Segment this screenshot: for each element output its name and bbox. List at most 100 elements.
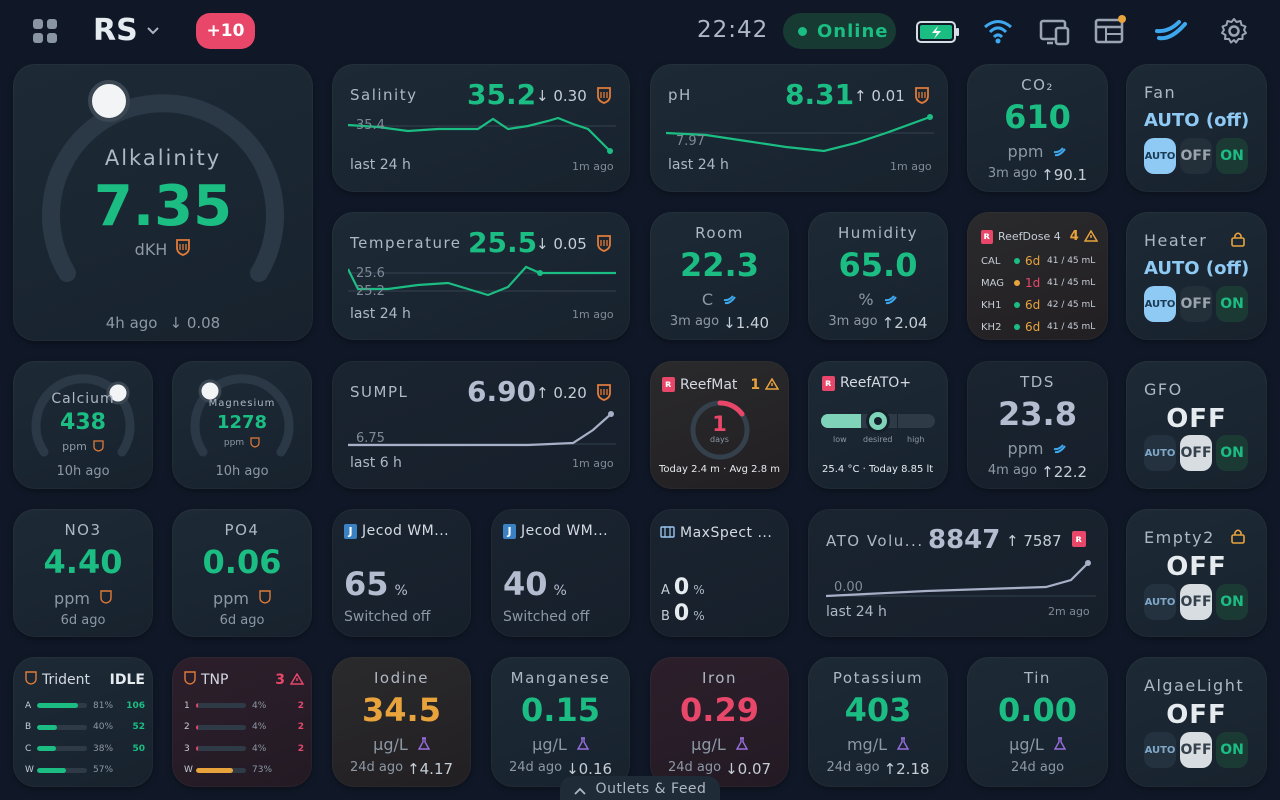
level-count: 2: [297, 700, 304, 711]
fan-on-button[interactable]: ON: [1216, 138, 1248, 174]
co2-tile[interactable]: CO₂ 610 ppm 3m ago ↑90.1: [967, 64, 1108, 192]
reefmat-tile[interactable]: ʀ ReefMat 1 1 days Today 2.4 m · Avg 2.8…: [650, 361, 789, 489]
shield-icon: [93, 437, 104, 456]
level-bar: [37, 703, 87, 709]
temperature-tile[interactable]: Temperature 25.5 ↓ 0.05 25.6 25.2 last 2…: [332, 212, 630, 340]
heater-off-button[interactable]: OFF: [1180, 286, 1212, 322]
room-unit-row: C: [650, 290, 789, 309]
algaelight-auto-button[interactable]: AUTO: [1144, 732, 1176, 768]
fan-tile[interactable]: Fan AUTO (off) AUTO OFF ON: [1126, 64, 1267, 192]
iron-tile[interactable]: Iron 0.29 µg/L 24d ago ↓0.07: [650, 657, 789, 787]
fan-off-button[interactable]: OFF: [1180, 138, 1212, 174]
reef-logo-icon: ʀ: [822, 375, 835, 391]
no3-unit-row: ppm: [13, 589, 153, 608]
iron-delta: ↓0.07: [725, 760, 772, 778]
alkalinity-unit-row: dKH: [13, 238, 313, 260]
ph-sparkline: [666, 114, 934, 153]
level-bar-fill: [37, 724, 57, 730]
tds-unit: ppm: [1007, 439, 1044, 458]
settings-gear-icon[interactable]: [1220, 17, 1248, 49]
no3-value: 4.40: [43, 543, 123, 581]
algaelight-tile[interactable]: AlgaeLight OFF AUTO OFF ON: [1126, 657, 1267, 787]
algaelight-off-button[interactable]: OFF: [1180, 732, 1212, 768]
jecod-pump-2-tile[interactable]: J Jecod WM... 40 % Switched off: [491, 509, 630, 637]
potassium-delta: ↑2.18: [883, 760, 930, 778]
devices-icon[interactable]: [1039, 18, 1071, 50]
potassium-tile[interactable]: Potassium 403 mg/L 24d ago ↑2.18: [808, 657, 948, 787]
ph-period: last 24 h: [668, 157, 729, 173]
grid-menu-icon[interactable]: [32, 18, 58, 44]
tds-unit-row: ppm: [967, 439, 1108, 458]
iodine-value: 34.5: [362, 691, 441, 729]
heater-tile[interactable]: Heater AUTO (off) AUTO OFF ON: [1126, 212, 1267, 340]
tds-delta-value: 22.2: [1053, 463, 1088, 481]
gfo-off-button[interactable]: OFF: [1180, 435, 1212, 471]
notification-badge[interactable]: +10: [196, 13, 255, 49]
fan-auto-button[interactable]: AUTO: [1144, 138, 1176, 174]
empty2-auto-button[interactable]: AUTO: [1144, 584, 1176, 620]
level-row: 3 4% 2: [184, 738, 304, 760]
empty2-off-button[interactable]: OFF: [1180, 584, 1212, 620]
tnp-tile[interactable]: TNP 3 1 4% 2 2 4% 2 3 4% 2 W 73%: [172, 657, 312, 787]
alkalinity-value: 7.35: [93, 174, 233, 239]
calcium-value: 438: [60, 410, 106, 435]
sumpl-value: 6.90: [467, 375, 537, 408]
maxspect-tile[interactable]: MaxSpect ... A 0 % B 0 %: [650, 509, 789, 637]
empty2-on-button[interactable]: ON: [1216, 584, 1248, 620]
tank-selector[interactable]: RS: [93, 13, 160, 48]
tnp-alert-count: 3: [275, 671, 285, 688]
jecod-pump-1-tile[interactable]: J Jecod WM... 65 % Switched off: [332, 509, 471, 637]
dose-amount: 41 / 45 mL: [1047, 278, 1096, 288]
calcium-tile[interactable]: Calcium 438 ppm 10h ago: [13, 361, 153, 489]
sumpl-tile[interactable]: SUMPL 6.90 ↑ 0.20 6.75 last 6 h 1m ago: [332, 361, 630, 489]
tds-ago: 4m ago: [987, 463, 1038, 478]
heater-auto-button[interactable]: AUTO: [1144, 286, 1176, 322]
reefdose-tile[interactable]: ʀ ReefDose 4 4 CAL 6d 41 / 45 mL MAG 1d …: [967, 212, 1108, 340]
gfo-auto-button[interactable]: AUTO: [1144, 435, 1176, 471]
salinity-tile[interactable]: Salinity 35.2 ↓ 0.30 35.4 last 24 h 1m a…: [332, 64, 630, 192]
gfo-tile[interactable]: GFO OFF AUTO OFF ON: [1126, 361, 1267, 489]
wifi-icon[interactable]: [983, 18, 1013, 48]
level-bar-fill: [37, 746, 56, 752]
room-tile[interactable]: Room 22.3 C 3m ago ↓1.40: [650, 212, 789, 340]
chevron-down-icon: [146, 21, 160, 40]
tds-value: 23.8: [998, 395, 1077, 433]
empty2-tile[interactable]: Empty2 OFF AUTO OFF ON: [1126, 509, 1267, 637]
sumpl-delta-value: 0.20: [553, 384, 587, 402]
manganese-tile[interactable]: Manganese 0.15 µg/L 24d ago ↓0.16: [491, 657, 630, 787]
heater-on-button[interactable]: ON: [1216, 286, 1248, 322]
status-dot-icon: [1014, 324, 1020, 330]
iodine-tile[interactable]: Iodine 34.5 µg/L 24d ago ↑4.17: [332, 657, 471, 787]
iodine-delta-value: 4.17: [419, 760, 454, 778]
maxspect-channel-b: B 0 %: [661, 601, 705, 626]
empty2-label: Empty2: [1144, 528, 1215, 547]
gfo-on-button[interactable]: ON: [1216, 435, 1248, 471]
ato-volume-tile[interactable]: ATO Volu... 8847 ↑ 7587 ʀ 0.00 last 24 h…: [808, 509, 1108, 637]
ph-tile[interactable]: pH 8.31 ↑ 0.01 7.97 last 24 h 1m ago: [650, 64, 948, 192]
outlets-feed-drawer-handle[interactable]: Outlets & Feed: [560, 776, 720, 800]
dose-channel-name: CAL: [981, 255, 1001, 267]
room-delta: ↓1.40: [723, 314, 770, 332]
algaelight-on-button[interactable]: ON: [1216, 732, 1248, 768]
tin-tile[interactable]: Tin 0.00 µg/L 24d ago: [967, 657, 1108, 787]
heater-switch: AUTO OFF ON: [1144, 286, 1248, 322]
calendar-icon[interactable]: [1094, 14, 1128, 50]
maxspect-channel-b-label: B: [661, 609, 670, 624]
level-count: 2: [297, 722, 304, 733]
reefato-tile[interactable]: ʀ ReefATO+ low desired high 25.4 °C · To…: [808, 361, 948, 489]
trident-tile[interactable]: Trident IDLE A 81% 106 B 40% 52 C 38% 50 W 57%: [13, 657, 153, 787]
humidity-tile[interactable]: Humidity 65.0 % 3m ago ↑2.04: [808, 212, 948, 340]
manganese-unit-row: µg/L: [491, 735, 630, 754]
po4-tile[interactable]: PO4 0.06 ppm 6d ago: [172, 509, 312, 637]
warning-icon: [764, 375, 780, 394]
no3-tile[interactable]: NO3 4.40 ppm 6d ago: [13, 509, 153, 637]
alkalinity-gauge: [42, 80, 284, 282]
magnesium-tile[interactable]: Magnesium 1278 ppm 10h ago: [172, 361, 312, 489]
cloud-sync-icon: [1053, 142, 1067, 161]
tds-tile[interactable]: TDS 23.8 ppm 4m ago ↑22.2: [967, 361, 1108, 489]
level-row-key: 2: [184, 722, 190, 733]
level-row: W 73%: [184, 760, 304, 782]
alkalinity-tile[interactable]: Alkalinity 7.35 dKH 4h ago ↓ 0.08: [13, 64, 313, 341]
iodine-ago: 24d ago: [349, 760, 404, 775]
cloud-sync-icon[interactable]: [1155, 18, 1189, 48]
